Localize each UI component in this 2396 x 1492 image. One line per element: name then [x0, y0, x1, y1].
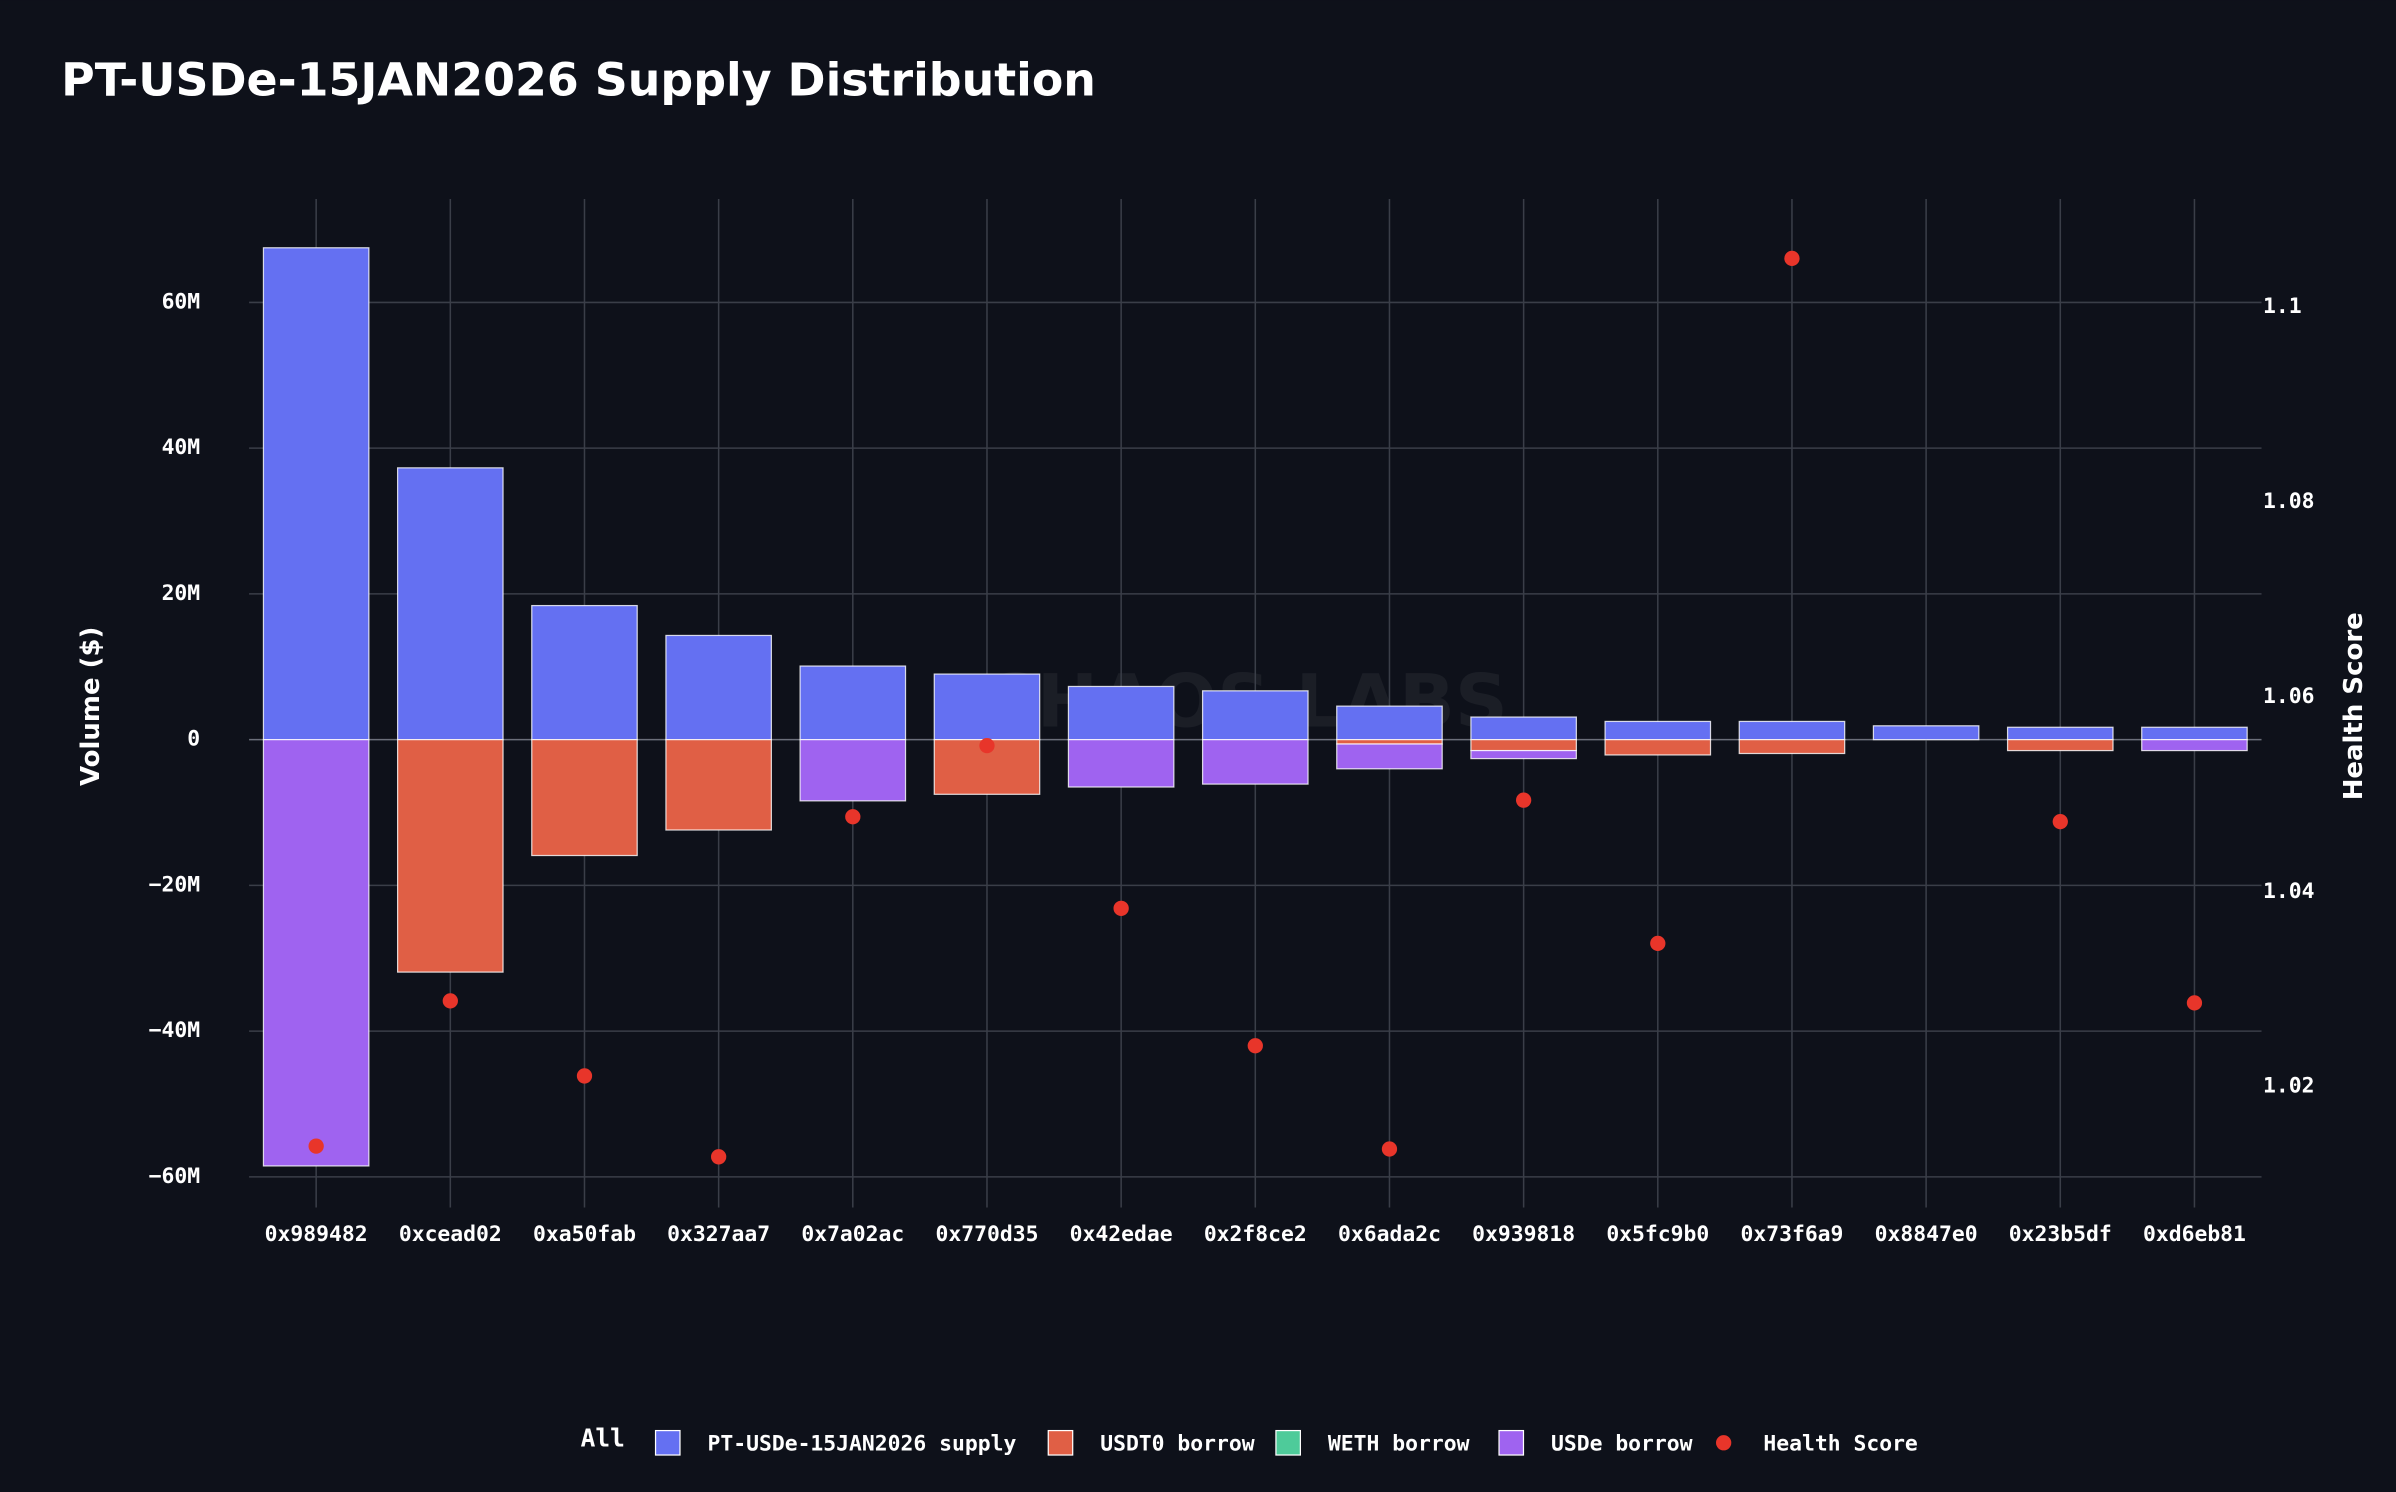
x-tick-label: 0x6ada2c — [1338, 1222, 1441, 1247]
health-point — [1247, 1038, 1263, 1054]
bar — [1470, 716, 1577, 741]
bar — [799, 665, 907, 741]
legend-label[interactable]: WETH borrow — [1328, 1431, 1470, 1456]
y2-tick-label: 1.08 — [2263, 489, 2314, 514]
x-tick-label: 0x939818 — [1472, 1222, 1575, 1247]
bar — [2006, 739, 2114, 752]
bar — [1470, 739, 1577, 752]
y-tick-label: −40M — [149, 1018, 200, 1043]
x-tick-label: 0xa50fab — [533, 1222, 636, 1247]
bar — [396, 739, 504, 973]
y2-axis-title: Health Score — [2339, 612, 2369, 800]
bar — [262, 739, 370, 1167]
x-tick-label: 0xd6eb81 — [2143, 1222, 2246, 1247]
legend-swatch — [1498, 1429, 1525, 1456]
bar — [2141, 739, 2248, 752]
health-point — [2052, 813, 2068, 830]
x-tick-label: 0x23b5df — [2009, 1222, 2112, 1247]
y-tick-label: −20M — [149, 872, 200, 897]
bar — [1604, 739, 1712, 756]
x-tick-label: 0x8847e0 — [1875, 1222, 1978, 1247]
y2-tick-label: 1.06 — [2263, 684, 2314, 709]
legend-swatch — [1716, 1435, 1732, 1451]
bar — [1067, 739, 1175, 788]
health-point — [1650, 935, 1666, 952]
bar — [1738, 739, 1846, 755]
legend-swatch — [654, 1429, 681, 1456]
health-point — [442, 993, 458, 1009]
health-point — [979, 737, 995, 754]
x-tick-label: 0x2f8ce2 — [1204, 1222, 1307, 1247]
x-tick-label: 0x73f6a9 — [1740, 1222, 1843, 1247]
bar — [1738, 720, 1846, 741]
health-point — [711, 1149, 727, 1165]
x-tick-label: 0x7a02ac — [801, 1222, 904, 1247]
x-tick-label: 0xcead02 — [399, 1222, 502, 1247]
health-point — [2186, 995, 2203, 1011]
health-point — [576, 1068, 593, 1084]
x-tick-label: 0x5fc9b0 — [1606, 1222, 1709, 1247]
bar — [1604, 720, 1712, 741]
y-tick-label: 40M — [162, 435, 201, 460]
health-point — [308, 1138, 324, 1154]
bar — [1067, 685, 1175, 741]
bar — [1872, 725, 1980, 741]
y2-tick-label: 1.1 — [2263, 294, 2302, 319]
bar — [1336, 739, 1443, 745]
legend-label[interactable]: Health Score — [1763, 1431, 1917, 1456]
bar — [665, 739, 772, 831]
legend-swatch — [1275, 1429, 1301, 1456]
y-tick-label: 60M — [162, 289, 201, 314]
legend-toggle[interactable]: All — [581, 1424, 625, 1453]
bar — [2006, 726, 2114, 741]
legend-label[interactable]: USDe borrow — [1551, 1431, 1693, 1456]
bar — [1336, 743, 1443, 770]
y-tick-label: −60M — [149, 1164, 200, 1189]
chart-title: PT-USDe-15JAN2026 Supply Distribution — [61, 52, 1096, 106]
x-tick-label: 0x770d35 — [935, 1222, 1038, 1247]
bar — [665, 634, 772, 741]
bar — [1470, 749, 1577, 760]
bar — [262, 247, 370, 741]
y-tick-label: 0 — [187, 727, 200, 752]
x-tick-label: 0x989482 — [265, 1222, 368, 1247]
legend-swatch — [1047, 1429, 1074, 1456]
bar — [531, 604, 638, 741]
health-point — [1784, 250, 1800, 267]
y-tick-label: 20M — [162, 581, 201, 606]
x-tick-label: 0x42edae — [1070, 1222, 1173, 1247]
y2-tick-label: 1.02 — [2263, 1074, 2314, 1099]
x-tick-label: 0x327aa7 — [667, 1222, 770, 1247]
bar — [396, 467, 504, 741]
health-point — [1515, 792, 1532, 808]
health-point — [845, 809, 861, 825]
y-axis-title: Volume ($) — [76, 627, 106, 786]
health-point — [1381, 1141, 1398, 1157]
bar — [1336, 705, 1443, 741]
bar — [2141, 726, 2248, 741]
bar — [799, 739, 907, 802]
health-point — [1113, 900, 1129, 916]
y2-tick-label: 1.04 — [2263, 879, 2314, 904]
bar — [531, 739, 638, 857]
legend-label[interactable]: PT-USDe-15JAN2026 supply — [707, 1431, 1016, 1456]
legend-label[interactable]: USDT0 borrow — [1100, 1431, 1255, 1456]
bar — [933, 673, 1041, 741]
bar — [1201, 739, 1309, 785]
bar — [1201, 690, 1309, 741]
